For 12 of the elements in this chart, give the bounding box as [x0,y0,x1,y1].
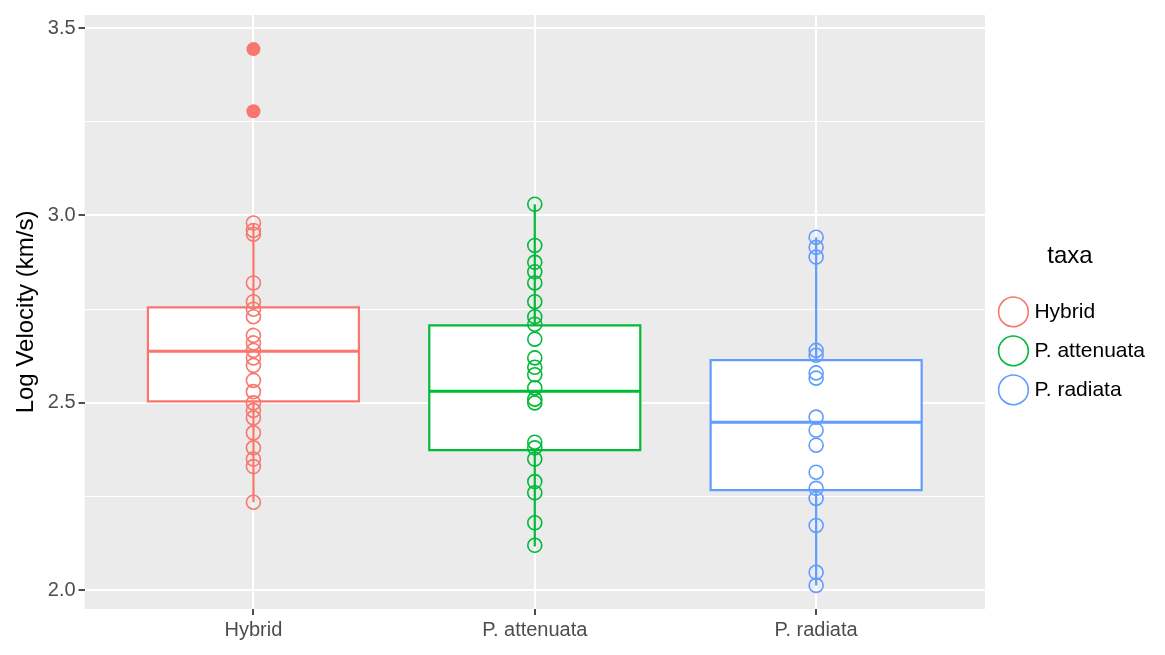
y-tick-label: 3.5 [47,15,76,38]
y-tick-label: 2.5 [47,390,76,413]
legend-label: Hybrid [1034,298,1096,322]
legend-title: taxa [1047,241,1094,269]
x-tick-label: Hybrid [224,617,283,640]
y-tick-label: 2.0 [47,577,76,600]
x-tick-label: P. attenuata [482,617,589,640]
legend-label: P. radiata [1034,376,1122,400]
legend-label: P. attenuata [1034,337,1146,361]
y-axis-title: Log Velocity (km/s) [11,210,39,414]
x-tick-label: P. radiata [774,617,859,640]
y-tick-label: 3.0 [47,203,76,226]
